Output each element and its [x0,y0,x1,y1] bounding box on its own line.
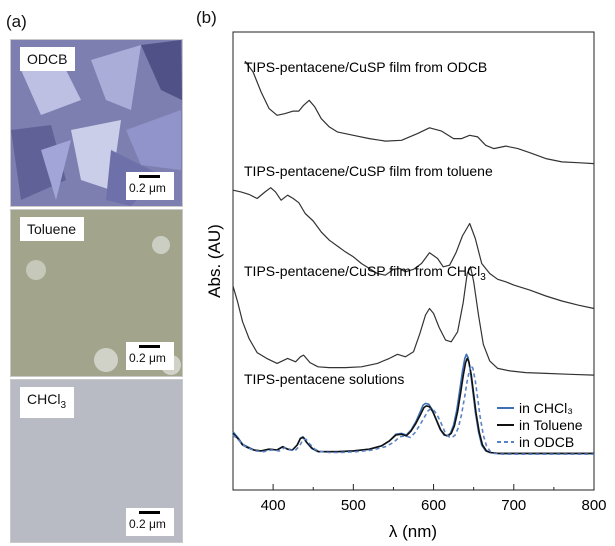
x-tick-label-500: 500 [341,497,366,514]
micrograph-odcb: ODCB 0.2 μm [10,39,183,207]
x-tick-label-700: 700 [501,497,526,514]
scale-bar: 0.2 μm [126,342,174,370]
curve-annotation-subscript: 3 [480,272,486,283]
scale-bar-label: 0.2 μm [129,517,166,531]
micrograph-odcb-image [11,40,182,206]
series-line-0 [244,60,595,165]
x-tick-label-400: 400 [261,497,286,514]
micrograph-label: ODCB [20,47,76,71]
scale-bar-label: 0.2 μm [129,181,166,195]
scale-bar-line [139,175,160,178]
curve-annotation-1: TIPS-pentacene/CuSP film from toluene [244,163,493,179]
y-axis-label: Abs. (AU) [205,224,224,298]
x-tick-label-800: 800 [581,497,606,514]
legend-label-1: in Toluene [519,417,583,433]
micrograph-toluene: Toluene 0.2 μm [10,209,183,377]
micrograph-label-subscript: 3 [60,399,67,411]
scale-bar: 0.2 μm [126,172,174,200]
legend-label-0: in CHCl₃ [519,400,573,416]
curve-annotation-2: TIPS-pentacene/CuSP film from CHCl3 [244,263,486,283]
x-axis-label: λ (nm) [389,522,437,541]
curve-annotation-3: TIPS-pentacene solutions [244,371,404,387]
scale-bar-line [139,511,160,514]
series-line-1 [232,187,595,310]
panel-a-label: (a) [6,12,27,31]
legend-label-2: in ODCB [519,434,574,450]
micrograph-label: CHCl3 [20,387,75,418]
micrograph-chcl3: CHCl3 0.2 μm [10,379,183,543]
micrograph-label-text: CHCl [27,391,61,407]
micrograph-label: Toluene [20,217,85,241]
crystal-domains [11,40,182,206]
x-tick-label-600: 600 [421,497,446,514]
panel-b-label: (b) [196,8,217,27]
scale-bar-line [139,345,160,348]
curve-annotation-0: TIPS-pentacene/CuSP film from ODCB [244,59,487,75]
plot-frame [232,31,595,491]
series-line-5 [232,364,594,455]
scale-bar: 0.2 μm [126,508,174,536]
series-line-2 [232,266,595,376]
scale-bar-label: 0.2 μm [129,351,166,365]
